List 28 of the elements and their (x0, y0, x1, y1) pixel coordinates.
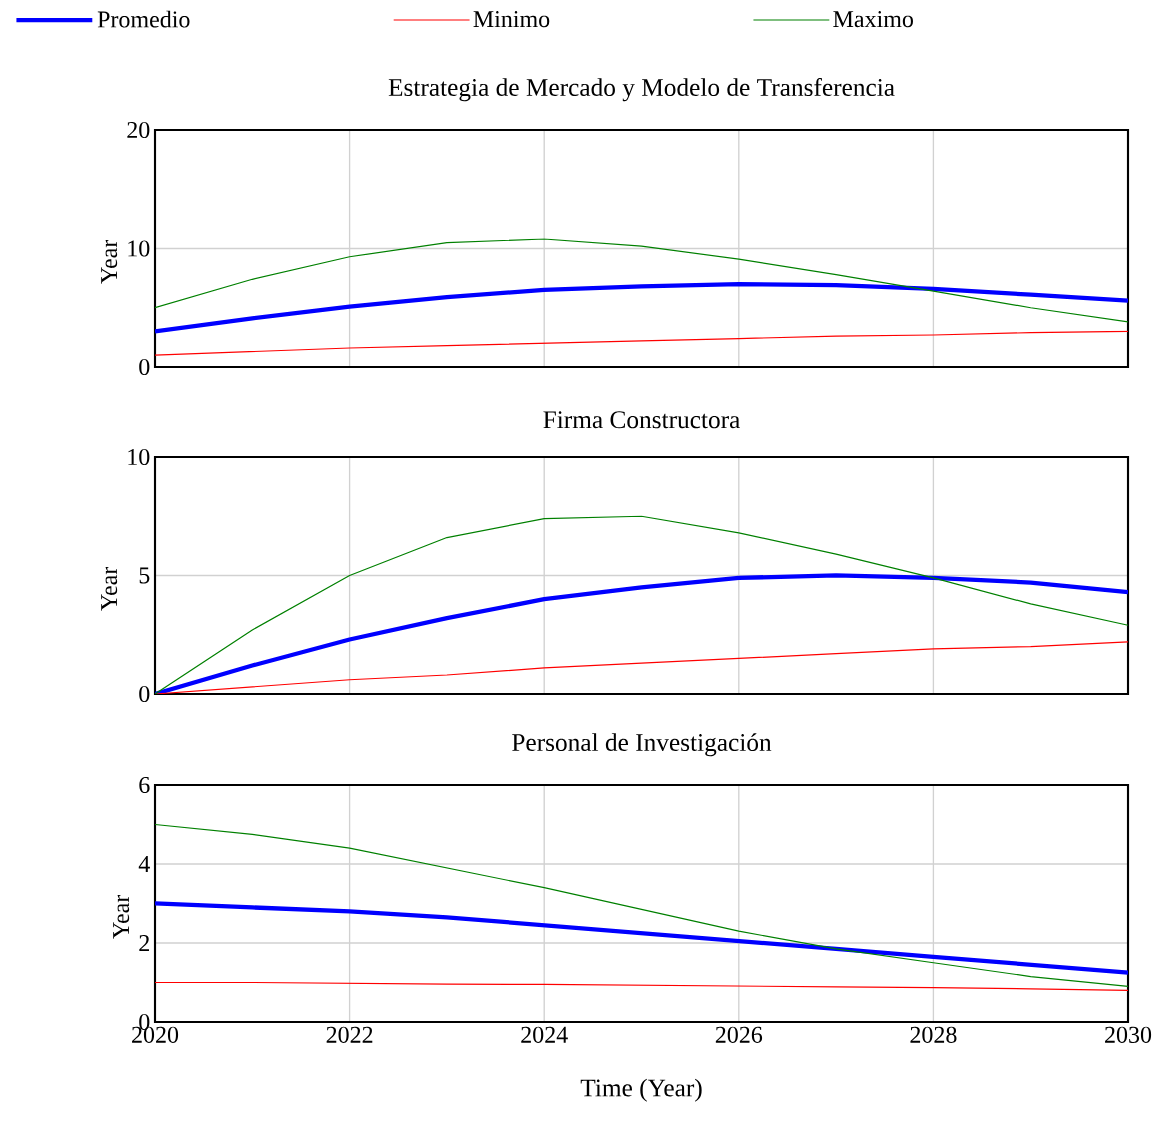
line-series (155, 573, 1129, 694)
line-series (155, 238, 1128, 323)
y-axis-title: Year (101, 566, 118, 611)
y-tick-label: 4 (138, 856, 150, 872)
x-tick-label: 2028 (910, 1026, 957, 1043)
y-tick-label: 6 (139, 776, 150, 794)
y-tick-label: 0 (139, 685, 150, 703)
chart-title: Estrategia de Mercado y Modelo de Transferencia (388, 77, 895, 102)
line-series (155, 281, 1128, 334)
y-tick-label: 20 (127, 121, 150, 139)
x-tick-label: 2022 (326, 1026, 373, 1043)
legend-label: Maximo (833, 11, 913, 28)
legend-label: Promedio (97, 10, 190, 28)
x-tick-label: 2030 (1105, 1026, 1152, 1043)
y-tick-label: 2 (139, 935, 149, 951)
legend-label: Minimo (473, 11, 550, 28)
y-axis-title: Year (101, 239, 118, 284)
x-tick-label: 2026 (715, 1026, 763, 1043)
chart-title: Personal de Investigación (512, 733, 772, 757)
y-tick-label: 0 (139, 358, 150, 376)
y-tick-label: 5 (139, 567, 150, 584)
y-tick-label: 10 (128, 240, 150, 257)
y-axis-title: Year (113, 894, 130, 939)
chart-title: Firma Constructora (543, 411, 740, 429)
y-tick-label: 10 (128, 448, 150, 466)
line-series (155, 515, 1129, 694)
x-tick-label: 2024 (521, 1026, 568, 1043)
x-axis-title: Time (Year) (580, 1078, 702, 1102)
